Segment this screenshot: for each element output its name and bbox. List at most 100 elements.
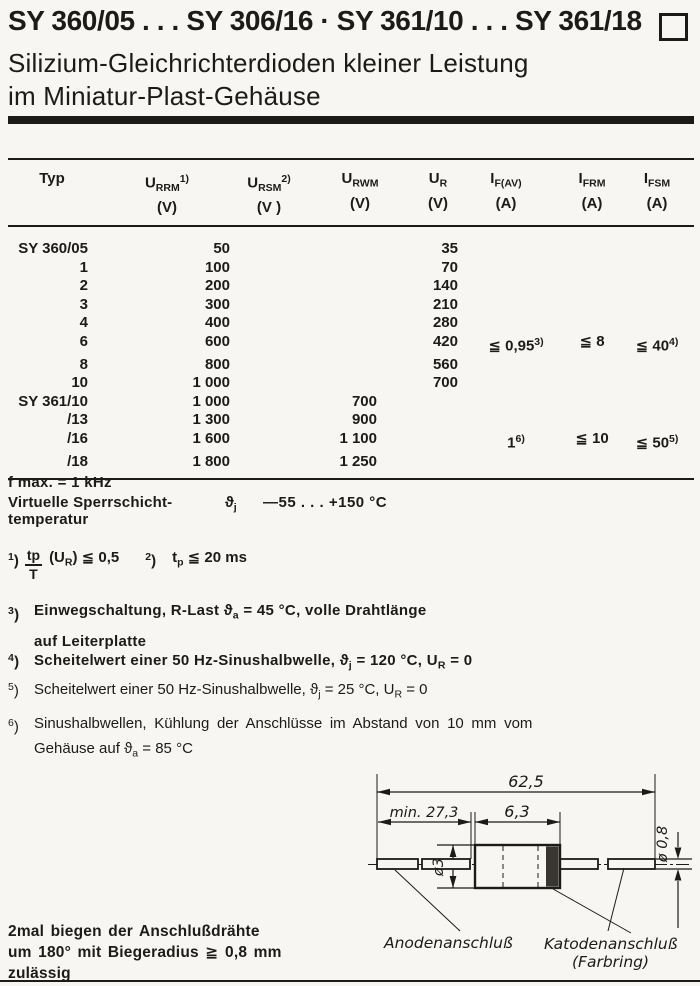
table-cell: 10 [71,374,88,391]
theta-j-symbol: ϑj [225,494,237,514]
table-cell [564,393,620,412]
table-cell: ≦ 10 [575,429,609,447]
table-cell [620,453,694,472]
table-cell [300,240,392,259]
dim-overall-length: 62,5 [508,772,544,791]
cathode-sublabel: (Farbring) [572,953,649,971]
spec-table-body: SY 360/05 50 35 1 100 70 2 200 140 3 300 210… [8,227,694,478]
subtitle-line-2: im Miniatur-Plast-Gehäuse [8,81,321,111]
spec-table: Typ URRM1) (V) URSM2) (V ) URWM (V) UR (V) IF(AV)… [8,158,694,480]
table-cell [468,411,564,430]
column-header: URSM2) (V ) [247,173,291,216]
table-cell: 2 [79,277,88,294]
table-cell: 900 [351,411,377,428]
column-header: IFRM (A) [578,170,606,212]
table-cell [620,356,694,375]
dim-lead-diameter: ø 0,8 [655,826,671,864]
table-cell: 1 600 [192,429,230,447]
bend-note: 2mal biegen der Anschlußdrähte um 180° m… [8,921,282,984]
spec-table-header: Typ URRM1) (V) URSM2) (V ) URWM (V) UR (V) IF(AV)… [8,160,694,227]
title-checkbox-icon [659,13,688,41]
footnote-1-2: 1) tp T (UR) ≦ 0,5 2) tp ≦ 20 ms [8,548,247,583]
table-cell: 100 [204,258,230,276]
column-header: URWM (V) [341,170,379,212]
table-row: 4 400 280 [8,314,694,333]
cathode-label: Katodenanschluß [544,935,678,953]
table-cell [468,296,564,315]
table-cell [620,240,694,259]
table-cell: 800 [204,355,230,373]
heavy-rule [8,116,694,124]
table-row: /13 1 300 900 [8,411,694,430]
table-cell [564,314,620,333]
table-cell: 200 [204,277,230,294]
dimension-drawing: 62,5 min. 27,3 6,3 ø3 ø 0,8 Anodenanschl… [368,772,692,971]
page-subtitle: Silizium-Gleichrichterdioden kleiner Lei… [8,47,529,113]
dimension-arrows [377,788,682,888]
table-cell: 1 000 [192,374,230,391]
table-cell: 1 000 [192,392,230,410]
dim-lead-min-length: min. 27,3 [390,805,459,821]
table-row: 8 800 560 [8,356,694,375]
table-cell: 400 [204,314,230,331]
table-cell [620,277,694,296]
column-header: IFSM (A) [643,170,671,212]
table-cell [620,296,694,315]
cathode-band [546,846,559,887]
table-cell: ≦ 505) [635,432,679,452]
table-cell: SY 361/10 [18,392,88,410]
diode-body [473,843,562,890]
anode-label: Anodenanschluß [383,934,513,952]
footnote: 4) Scheitelwert einer 50 Hz-Sinushalbwell… [8,652,473,672]
table-cell [300,356,392,375]
body-inner-lines [502,846,539,887]
table-cell [620,314,694,333]
column-header: Typ [39,170,65,187]
subtitle-line-1: Silizium-Gleichrichterdioden kleiner Lei… [8,48,529,78]
table-cell: 4 [79,314,88,331]
table-row: /16 1 600 1 100 16) ≦ 10 ≦ 505) [8,430,694,453]
dim-body-diameter: ø3 [431,858,447,877]
junction-temperature-label: Virtuelle Sperrschicht- temperatur [8,494,173,528]
table-cell [564,277,620,296]
table-cell [468,356,564,375]
column-header: IF(AV) (A) [490,170,522,212]
table-row: 2 200 140 [8,277,694,296]
footnote-2-condition: tp ≦ 20 ms [172,549,247,569]
footnote: 6) Sinushalbwellen, Kühlung der Anschlüss… [8,715,533,760]
table-cell: 1 250 [339,452,377,470]
bottom-rule [0,980,700,982]
junction-temperature-note: Virtuelle Sperrschicht- temperatur ϑj —5… [8,494,694,528]
table-cell [300,296,392,315]
table-row: SY 361/10 1 000 700 [8,393,694,412]
table-cell [392,430,468,453]
table-cell [564,259,620,278]
table-cell [238,259,300,278]
footnote-2-marker: 2) [145,551,157,570]
table-cell [300,333,392,356]
bend-note-line-1: 2mal biegen der Anschlußdrähte [8,923,260,940]
table-cell: 1 300 [192,411,230,428]
table-cell: 700 [351,392,377,410]
table-cell [468,453,564,472]
leader-lines [394,867,632,934]
table-cell [564,296,620,315]
table-cell [238,393,300,412]
table-cell: 3 [79,295,88,313]
table-cell: 8 [79,355,88,373]
table-cell [564,411,620,430]
table-row: 1 100 70 [8,259,694,278]
extension-lines [376,774,656,859]
table-cell [620,259,694,278]
fmax-note: f max. = 1 kHz [8,474,112,491]
table-cell [564,240,620,259]
table-cell [300,277,392,296]
table-cell [238,240,300,259]
table-cell [300,259,392,278]
table-row: /18 1 800 1 250 [8,453,694,472]
table-cell: ≦ 404) [635,335,679,355]
table-cell [392,453,468,472]
table-cell [620,411,694,430]
table-cell: 420 [432,332,458,350]
